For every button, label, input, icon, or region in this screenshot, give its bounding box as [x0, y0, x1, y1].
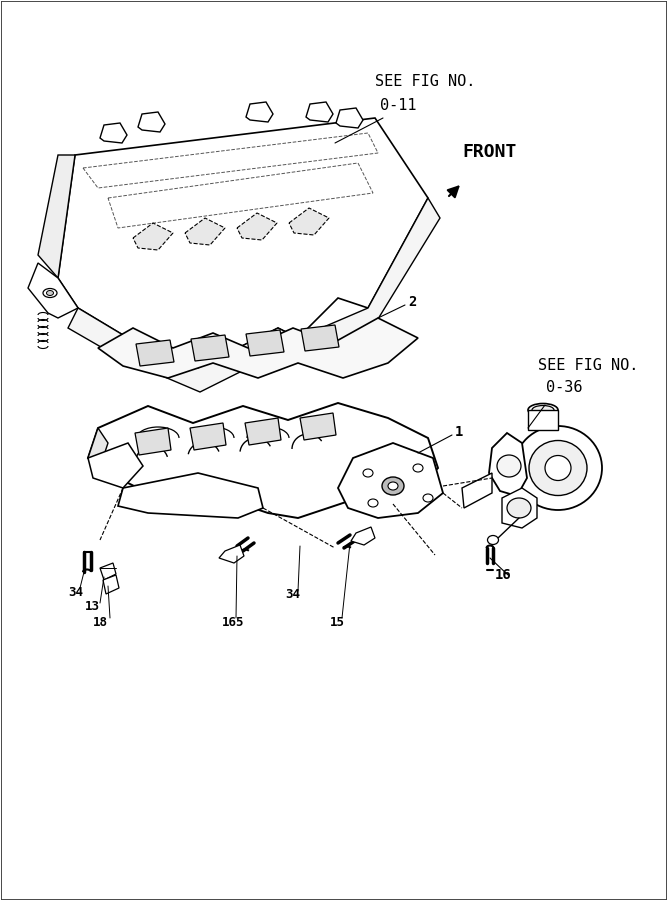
Ellipse shape: [545, 455, 571, 481]
Ellipse shape: [47, 291, 53, 295]
Polygon shape: [185, 218, 225, 245]
Polygon shape: [237, 213, 277, 240]
Text: 18: 18: [93, 616, 108, 628]
Ellipse shape: [363, 469, 373, 477]
Polygon shape: [462, 473, 492, 508]
Text: 2: 2: [408, 295, 416, 309]
Polygon shape: [58, 118, 428, 368]
Polygon shape: [28, 263, 78, 318]
Polygon shape: [100, 563, 116, 580]
Polygon shape: [245, 418, 281, 445]
Text: 13: 13: [85, 600, 100, 614]
Text: SEE FIG NO.: SEE FIG NO.: [538, 357, 638, 373]
Polygon shape: [351, 527, 375, 545]
Polygon shape: [68, 198, 440, 392]
Polygon shape: [306, 102, 333, 122]
Polygon shape: [246, 102, 273, 122]
Polygon shape: [133, 223, 173, 250]
Ellipse shape: [532, 406, 554, 415]
Polygon shape: [38, 155, 75, 278]
Ellipse shape: [488, 536, 498, 544]
Text: 0-36: 0-36: [546, 381, 582, 395]
Polygon shape: [191, 335, 229, 361]
Text: 34: 34: [68, 586, 83, 598]
Polygon shape: [289, 208, 329, 235]
Text: SEE FIG NO.: SEE FIG NO.: [375, 75, 476, 89]
Text: 0-11: 0-11: [380, 97, 416, 112]
Polygon shape: [502, 488, 537, 528]
Polygon shape: [118, 473, 263, 518]
Ellipse shape: [529, 440, 587, 496]
Ellipse shape: [514, 426, 602, 510]
Polygon shape: [135, 428, 171, 455]
Ellipse shape: [528, 403, 558, 417]
Polygon shape: [103, 575, 119, 594]
Polygon shape: [100, 123, 127, 143]
Text: 16: 16: [495, 568, 512, 582]
Text: 1: 1: [455, 425, 464, 439]
Polygon shape: [300, 413, 336, 440]
Text: FRONT: FRONT: [462, 143, 516, 161]
Polygon shape: [136, 340, 174, 366]
Polygon shape: [336, 108, 363, 128]
Polygon shape: [88, 403, 438, 518]
Ellipse shape: [382, 477, 404, 495]
Text: 34: 34: [285, 589, 300, 601]
Ellipse shape: [423, 494, 433, 502]
Polygon shape: [338, 443, 443, 518]
Polygon shape: [528, 410, 558, 430]
Text: 15: 15: [330, 616, 345, 628]
Polygon shape: [301, 325, 339, 351]
Polygon shape: [190, 423, 226, 450]
Ellipse shape: [368, 499, 378, 507]
Ellipse shape: [497, 455, 521, 477]
Polygon shape: [138, 112, 165, 132]
Ellipse shape: [43, 289, 57, 298]
Polygon shape: [88, 443, 143, 488]
Ellipse shape: [388, 482, 398, 490]
Polygon shape: [489, 433, 527, 496]
Ellipse shape: [507, 498, 531, 518]
Polygon shape: [88, 428, 108, 473]
Ellipse shape: [413, 464, 423, 472]
Polygon shape: [98, 318, 418, 378]
Polygon shape: [246, 330, 284, 356]
Text: 165: 165: [222, 616, 245, 628]
Polygon shape: [219, 545, 244, 563]
